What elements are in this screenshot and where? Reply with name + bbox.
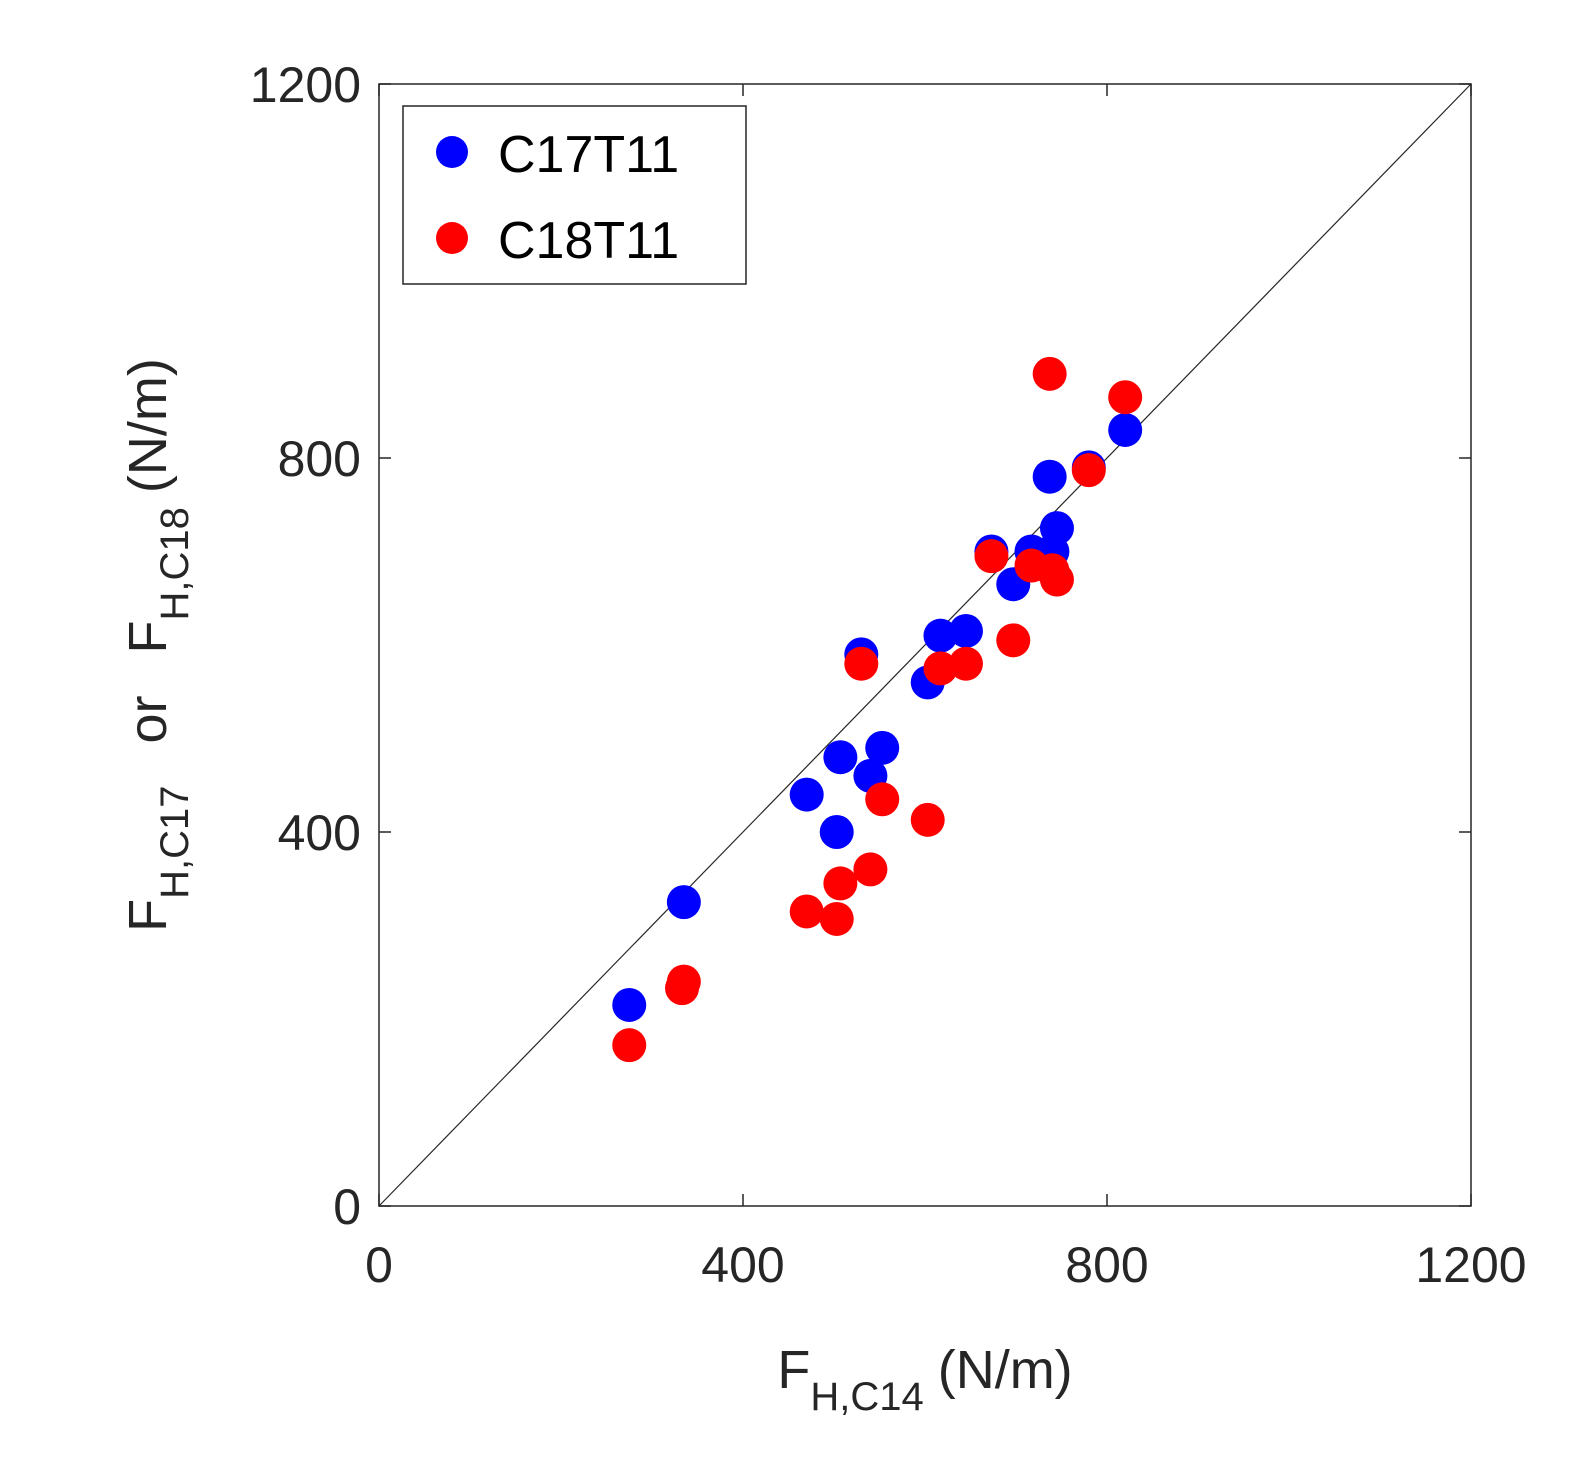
point-c17t11 bbox=[923, 618, 958, 653]
y-tick-label: 800 bbox=[278, 431, 361, 487]
point-c17t11 bbox=[666, 885, 701, 920]
point-c18t11 bbox=[612, 1028, 647, 1063]
x-tick-label: 800 bbox=[1065, 1237, 1148, 1293]
point-c18t11 bbox=[1032, 356, 1067, 391]
point-c18t11 bbox=[910, 802, 945, 837]
axis-tick-labels: 0 400 800 1200 0 400 800 1200 bbox=[250, 57, 1527, 1293]
point-c18t11 bbox=[1108, 380, 1143, 415]
legend-marker-c17t11 bbox=[436, 136, 468, 168]
y-tick-label: 400 bbox=[278, 805, 361, 861]
point-c17t11 bbox=[1032, 459, 1067, 494]
point-c18t11 bbox=[844, 646, 879, 681]
point-c17t11 bbox=[948, 613, 983, 648]
point-c18t11 bbox=[996, 623, 1031, 658]
point-c18t11 bbox=[819, 901, 854, 936]
x-tick-label: 0 bbox=[365, 1237, 393, 1293]
identity-line bbox=[378, 83, 1472, 1207]
point-c18t11 bbox=[865, 782, 900, 817]
point-c17t11 bbox=[823, 740, 858, 775]
point-c18t11 bbox=[948, 646, 983, 681]
point-c17t11 bbox=[1039, 511, 1074, 546]
point-c18t11 bbox=[1071, 453, 1106, 488]
x-axis-label-unit: (N/m) bbox=[938, 1340, 1073, 1400]
legend: C17T11 C18T11 bbox=[402, 105, 747, 285]
point-c18t11 bbox=[974, 539, 1009, 574]
legend-label-c17t11: C17T11 bbox=[498, 126, 679, 184]
x-axis-label: FH,C14 (N/m) bbox=[777, 1340, 1072, 1419]
point-c18t11 bbox=[666, 964, 701, 999]
point-c17t11 bbox=[789, 777, 824, 812]
point-c17t11 bbox=[865, 730, 900, 765]
point-c18t11 bbox=[1039, 562, 1074, 597]
y-tick-label: 0 bbox=[333, 1179, 361, 1235]
y-axis-label-sub1: H,C17 bbox=[153, 785, 197, 898]
point-c18t11 bbox=[923, 651, 958, 686]
data-points bbox=[612, 356, 1143, 1063]
x-axis-label-sub: H,C14 bbox=[810, 1375, 923, 1419]
point-c18t11 bbox=[789, 894, 824, 929]
y-axis-label-sub2: H,C18 bbox=[153, 507, 197, 620]
point-c17t11 bbox=[1108, 412, 1143, 447]
x-axis-label-main: F bbox=[777, 1340, 810, 1400]
point-c17t11 bbox=[819, 815, 854, 849]
y-axis-label-joiner: or bbox=[118, 695, 178, 743]
point-c18t11 bbox=[823, 866, 858, 901]
legend-box bbox=[402, 105, 747, 285]
y-tick-label: 1200 bbox=[250, 57, 361, 113]
y-axis-label: FH,C17orFH,C18(N/m) bbox=[118, 358, 197, 932]
series-c18t11 bbox=[612, 356, 1143, 1063]
axis-ticks bbox=[378, 83, 1472, 1207]
legend-label-c18t11: C18T11 bbox=[498, 212, 679, 270]
point-c18t11 bbox=[853, 852, 888, 887]
x-tick-label: 1200 bbox=[1415, 1237, 1526, 1293]
y-axis-label-main2: F bbox=[118, 620, 178, 653]
x-tick-label: 400 bbox=[701, 1237, 784, 1293]
y-axis-label-main1: F bbox=[118, 899, 178, 932]
point-c17t11 bbox=[612, 987, 647, 1022]
y-axis-label-unit: (N/m) bbox=[118, 358, 178, 493]
legend-marker-c18t11 bbox=[436, 222, 468, 254]
